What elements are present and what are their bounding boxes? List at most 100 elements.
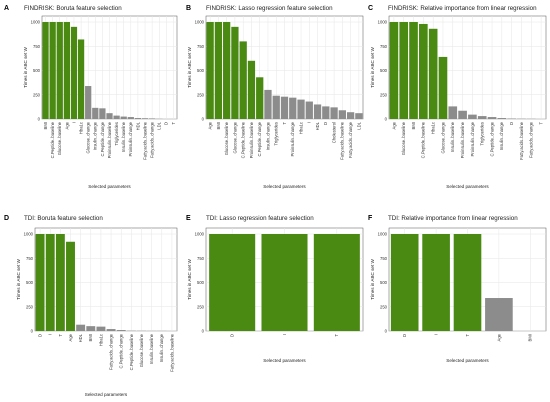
x-tick-label: Fatty.acids..baseline (340, 121, 345, 160)
x-tick-label: BMI (528, 334, 533, 341)
panel-letter: D (4, 215, 9, 222)
y-tick-label: 0 (385, 117, 388, 122)
panel-title: FINDRISK: Lasso regression feature selec… (206, 5, 333, 12)
y-tick-label: 500 (33, 68, 41, 73)
y-tick-label: 250 (380, 92, 388, 97)
x-tick-label: I (282, 334, 287, 335)
y-tick-label: 500 (197, 68, 205, 73)
bar-Hba1c (297, 99, 305, 119)
bar-T (280, 96, 289, 119)
panel-d: D TDI: Boruta feature selection 0 250 500 750… (4, 215, 178, 397)
x-tick-label: Triglycerides (480, 122, 485, 146)
bar-Hba1c (96, 326, 106, 331)
x-tick-label: HDL (78, 333, 83, 342)
bar-Proinsulin..change (127, 117, 134, 119)
x-tick-label: Fatty.acids..change (348, 121, 353, 158)
x-tick-label: Insulin..change (93, 121, 98, 150)
panel-a: A FINDRISK: Boruta feature selection 0 250 5… (4, 5, 178, 189)
x-tick-label: T (538, 122, 543, 125)
y-tick-label: 1000 (31, 20, 41, 25)
x-tick-label: Fatty.acids..baseline (142, 121, 147, 160)
y-tick-label: 0 (202, 117, 205, 122)
x-tick-label: D (509, 122, 514, 125)
y-tick-label: 750 (380, 256, 388, 261)
bar-Triglycerides (477, 116, 487, 119)
x-tick-label: T (171, 122, 176, 125)
x-axis-title: Selected parameters (88, 184, 131, 189)
x-tick-label: Proinsulin..change (128, 121, 133, 156)
x-tick-label: Hba1c (78, 122, 83, 134)
x-tick-label: T (334, 334, 339, 337)
bar-Fatty.acids..baseline (338, 110, 346, 119)
y-tick-label: 750 (26, 256, 34, 261)
panel-c: C FINDRISK: Relative importance from line… (368, 5, 547, 189)
x-tick-label: I (71, 122, 76, 123)
y-tick-label: 500 (380, 68, 388, 73)
y-tick-label: 0 (31, 329, 34, 334)
bar-T (453, 234, 482, 331)
bar-BMI (214, 22, 223, 119)
bar-Glucose..baseline (399, 22, 409, 119)
bar-C.Peptide..change (487, 117, 497, 119)
bar-Cholesterol (330, 107, 338, 119)
x-tick-label: Glucose..change (440, 121, 445, 153)
x-tick-label: Fatty.acids..change (150, 121, 155, 158)
bar-D (209, 234, 256, 331)
x-tick-label: Age (64, 121, 69, 129)
y-tick-label: 750 (197, 44, 205, 49)
bar-C.Peptide..change (99, 108, 106, 119)
bar-Age (206, 22, 214, 119)
bar-Insulin..change (92, 107, 99, 119)
y-axis-title: Times in ABC set W (187, 47, 192, 88)
x-tick-label: Hba1c (431, 122, 436, 134)
bar-BMI (86, 326, 96, 331)
bar-HDL (134, 118, 142, 119)
x-tick-label: Age (208, 121, 213, 129)
bar-Triglycerides (272, 95, 280, 119)
y-tick-label: 0 (38, 117, 41, 122)
x-tick-label: Age (391, 121, 396, 129)
y-tick-label: 0 (202, 329, 205, 334)
x-tick-label: Insulin..baseline (149, 333, 154, 364)
x-tick-label: Fatty.acids..change (108, 333, 113, 370)
y-tick-label: 750 (380, 44, 388, 49)
y-axis-title: Times in ABC set W (370, 47, 375, 88)
x-tick-label: Hba1c (298, 122, 303, 134)
x-tick-label: T (465, 334, 470, 337)
bar-HDL (76, 324, 86, 331)
x-tick-label: Cholesterol (331, 122, 336, 143)
bar-Insulin..baseline (448, 106, 458, 119)
bar-Insulin..baseline (120, 116, 127, 119)
panel-f: F TDI: Relative importance from linear re… (368, 215, 547, 363)
panel-title: TDI: Boruta feature selection (24, 215, 103, 222)
x-tick-label: C.Peptide..change (100, 121, 105, 156)
bar-Proinsulin..change (289, 97, 297, 119)
x-tick-label: Triglycerides (114, 122, 119, 146)
x-tick-label: D (323, 122, 328, 125)
y-tick-label: 0 (385, 329, 388, 334)
y-tick-label: 1000 (24, 232, 34, 237)
bar-T (55, 234, 65, 331)
y-tick-label: 500 (26, 280, 34, 285)
x-tick-label: Proinsulin..change (470, 121, 475, 156)
bar-Glucose..change (231, 26, 239, 120)
bar-C.Peptide..change (256, 77, 264, 119)
x-tick-label: D (402, 334, 407, 337)
x-tick-label: HDL (135, 121, 140, 130)
x-tick-label: Proinsulin..baseline (249, 121, 254, 158)
panel-title: TDI: Relative importance from linear reg… (388, 215, 518, 222)
x-tick-label: Age (68, 333, 73, 341)
y-tick-label: 500 (197, 280, 205, 285)
y-axis-title: Times in ABC set W (16, 259, 21, 300)
bar-I (45, 234, 55, 331)
x-tick-label: C.Peptide..change (119, 333, 124, 368)
panel-letter: E (186, 215, 191, 222)
panel-letter: B (186, 5, 191, 12)
y-tick-label: 250 (197, 304, 205, 309)
x-tick-label: BMI (43, 122, 48, 129)
x-tick-label: LDL (356, 121, 361, 129)
y-tick-label: 1000 (195, 20, 205, 25)
panel-b: B FINDRISK: Lasso regression feature sele… (186, 5, 364, 189)
bar-Proinsulin..baseline (458, 110, 467, 119)
